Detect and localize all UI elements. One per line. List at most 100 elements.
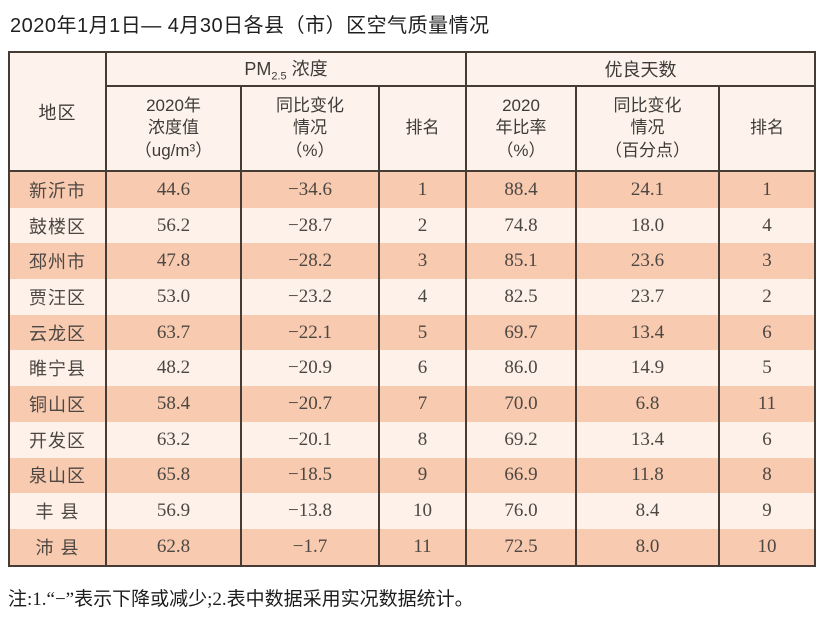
pm-value-cell: 62.8 [105,528,241,566]
table-row: 开发区 63.2 −20.1 8 69.2 13.4 6 [9,421,816,458]
pm25-subscript: 2.5 [271,70,287,83]
good-change-cell: 11.8 [575,457,719,494]
good-ratio-cell: 86.0 [465,350,576,387]
good-ratio-cell: 66.9 [465,457,576,494]
good-ratio-cell: 70.0 [465,386,576,422]
table-row: 铜山区 58.4 −20.7 7 70.0 6.8 11 [9,386,816,422]
good-ratio-cell: 76.0 [465,493,576,529]
pm-value-cell: 53.0 [105,279,241,315]
good-rank-cell: 5 [717,350,816,387]
pm-value-cell: 56.9 [105,493,241,529]
table-row: 云龙区 63.7 −22.1 5 69.7 13.4 6 [9,314,816,351]
good-change-cell: 24.1 [575,171,719,208]
pm-change-cell: −34.6 [240,171,379,208]
column-header-pm-change: 同比变化 情况 （%） [240,86,379,172]
column-header-good-ratio: 2020 年比率 （%） [465,86,576,172]
good-rank-cell: 3 [717,243,816,280]
pm-rank-cell: 9 [378,457,466,494]
pm-value-cell: 44.6 [105,171,241,208]
pm-change-cell: −1.7 [240,528,379,566]
pm-value-cell: 56.2 [105,207,241,244]
table-row: 丰 县 56.9 −13.8 10 76.0 8.4 9 [9,493,816,529]
air-quality-table: 地区 PM2.5 浓度 优良天数 2020年 浓度值 （ug/m³） 同比变化 … [8,51,817,567]
region-cell: 沛 县 [9,528,106,566]
table-header: 地区 PM2.5 浓度 优良天数 2020年 浓度值 （ug/m³） 同比变化 … [9,52,816,172]
pm-value-cell: 63.7 [105,314,241,351]
pm-rank-cell: 5 [378,314,466,351]
region-cell: 贾汪区 [9,279,106,315]
pm-value-cell: 47.8 [105,243,241,280]
good-ratio-cell: 74.8 [465,207,576,244]
good-change-cell: 23.6 [575,243,719,280]
good-change-cell: 14.9 [575,350,719,387]
good-change-cell: 8.0 [575,528,719,566]
good-ratio-cell: 69.7 [465,314,576,351]
pm-value-cell: 48.2 [105,350,241,387]
good-rank-cell: 6 [717,314,816,351]
good-ratio-cell: 72.5 [465,528,576,566]
pm-change-cell: −20.7 [240,386,379,422]
table-row: 泉山区 65.8 −18.5 9 66.9 11.8 8 [9,457,816,494]
region-cell: 开发区 [9,421,106,458]
region-cell: 新沂市 [9,171,106,208]
pm-rank-cell: 8 [378,421,466,458]
group-header-pm25: PM2.5 浓度 [105,52,466,87]
pm25-prefix: PM [244,59,272,80]
pm-value-cell: 63.2 [105,421,241,458]
good-change-cell: 18.0 [575,207,719,244]
pm-change-cell: −20.1 [240,421,379,458]
good-ratio-cell: 82.5 [465,279,576,315]
good-rank-cell: 4 [717,207,816,244]
pm-rank-cell: 2 [378,207,466,244]
pm-change-cell: −18.5 [240,457,379,494]
region-cell: 铜山区 [9,386,106,422]
good-change-cell: 6.8 [575,386,719,422]
pm-rank-cell: 1 [378,171,466,208]
pm-value-cell: 65.8 [105,457,241,494]
page: 2020年1月1日— 4月30日各县（市）区空气质量情况 地区 PM2.5 浓度… [0,12,825,632]
pm-rank-cell: 7 [378,386,466,422]
good-rank-cell: 10 [717,528,816,566]
column-header-pm-rank: 排名 [378,86,466,172]
pm-value-cell: 58.4 [105,386,241,422]
region-cell: 睢宁县 [9,350,106,387]
region-cell: 泉山区 [9,457,106,494]
column-header-region: 地区 [9,52,106,172]
pm-change-cell: −28.7 [240,207,379,244]
pm-change-cell: −28.2 [240,243,379,280]
region-cell: 云龙区 [9,314,106,351]
page-title: 2020年1月1日— 4月30日各县（市）区空气质量情况 [10,15,490,37]
pm-rank-cell: 6 [378,350,466,387]
pm-rank-cell: 10 [378,493,466,529]
group-header-row: 地区 PM2.5 浓度 优良天数 [9,52,816,172]
table-row: 邳州市 47.8 −28.2 3 85.1 23.6 3 [9,243,816,280]
table-row: 贾汪区 53.0 −23.2 4 82.5 23.7 2 [9,279,816,315]
region-cell: 邳州市 [9,243,106,280]
good-ratio-cell: 88.4 [465,171,576,208]
region-cell: 鼓楼区 [9,207,106,244]
good-rank-cell: 2 [717,279,816,315]
good-change-cell: 23.7 [575,279,719,315]
column-header-good-rank: 排名 [717,86,816,172]
group-header-good-days: 优良天数 [464,52,816,87]
region-cell: 丰 县 [9,493,106,529]
table-row: 新沂市 44.6 −34.6 1 88.4 24.1 1 [9,171,816,208]
good-ratio-cell: 69.2 [465,421,576,458]
pm-rank-cell: 3 [378,243,466,280]
footnote: 注:1.“−”表示下降或减少;2.表中数据采用实况数据统计。 [8,588,474,610]
pm-change-cell: −23.2 [240,279,379,315]
column-header-pm-value: 2020年 浓度值 （ug/m³） [105,86,241,172]
good-rank-cell: 9 [717,493,816,529]
good-change-cell: 13.4 [575,314,719,351]
table-row: 鼓楼区 56.2 −28.7 2 74.8 18.0 4 [9,207,816,244]
good-rank-cell: 1 [717,171,816,208]
pm-rank-cell: 4 [378,279,466,315]
pm25-suffix: 浓度 [286,59,328,80]
good-rank-cell: 8 [717,457,816,494]
pm-rank-cell: 11 [378,528,466,566]
pm-change-cell: −20.9 [240,350,379,387]
good-rank-cell: 6 [717,421,816,458]
good-change-cell: 8.4 [575,493,719,529]
table-row: 沛 县 62.8 −1.7 11 72.5 8.0 10 [9,528,816,566]
good-rank-cell: 11 [717,386,816,422]
